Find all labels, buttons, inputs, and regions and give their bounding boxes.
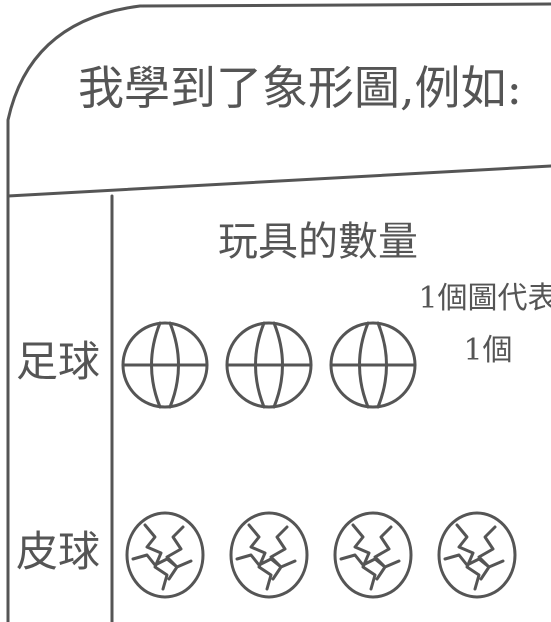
ball-seam	[272, 321, 284, 409]
ball-pattern	[131, 523, 193, 591]
ball-outline	[229, 511, 309, 599]
key-line: 1個圖代表	[418, 281, 551, 316]
ball-seam	[150, 321, 162, 409]
chart-title: 玩具的數量	[218, 219, 418, 265]
pictogram-icon	[329, 321, 417, 409]
ball-outline	[437, 511, 517, 599]
ball-pattern	[443, 523, 505, 591]
pictogram-icon	[229, 511, 309, 599]
ball-seam	[168, 321, 180, 409]
pictogram-icon	[125, 511, 205, 599]
ball-seam	[358, 321, 370, 409]
category-label: 足球	[16, 337, 100, 386]
ball-seam	[376, 321, 388, 409]
pictogram-icon	[437, 511, 517, 599]
pictogram-icon	[121, 321, 209, 409]
ball-outline	[125, 511, 205, 599]
key-line: 1個	[463, 333, 512, 368]
ball-outline	[333, 511, 413, 599]
heading: 我學到了象形圖,例如:	[78, 61, 522, 115]
frame-border	[6, 2, 551, 622]
header-rule	[6, 164, 551, 198]
ball-seam	[254, 321, 266, 409]
ball-pattern	[339, 523, 401, 591]
pictogram-icon	[333, 511, 413, 599]
ball-pattern	[235, 523, 297, 591]
category-label: 皮球	[16, 527, 100, 576]
pictogram-icon	[225, 321, 313, 409]
